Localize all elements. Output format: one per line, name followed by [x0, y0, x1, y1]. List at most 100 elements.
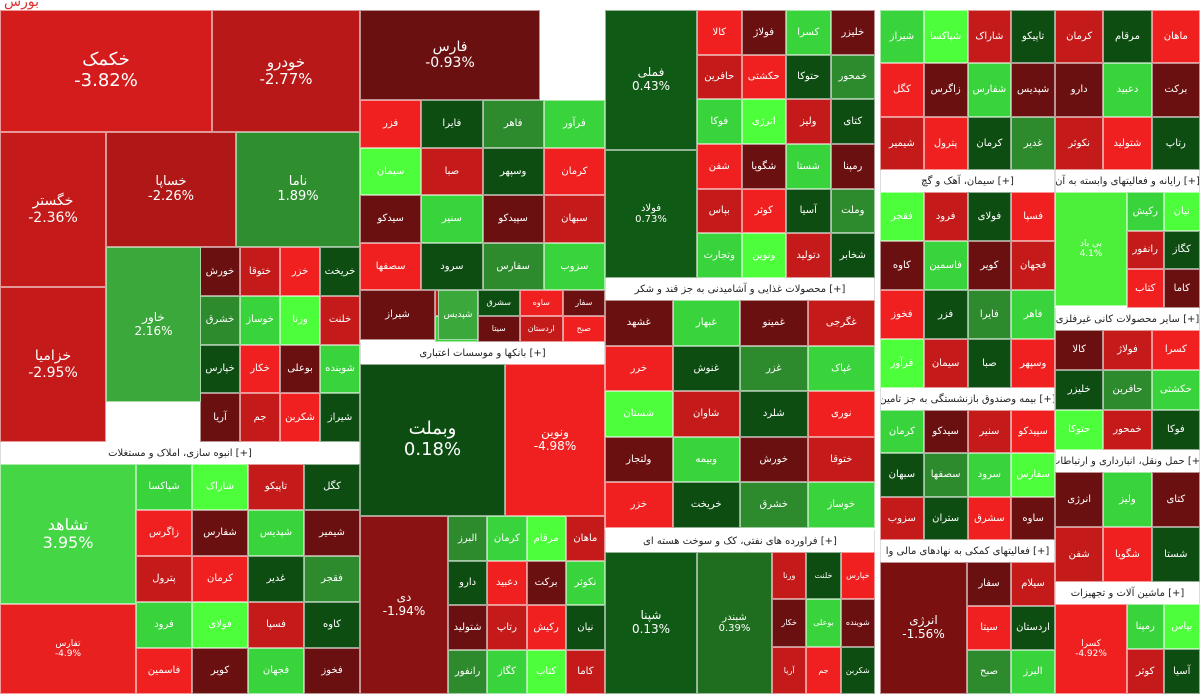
stock-tile[interactable]: شپدیس: [248, 510, 304, 556]
stock-tile[interactable]: فایرا: [421, 100, 483, 148]
stock-tile[interactable]: شکربن: [280, 393, 320, 442]
stock-tile-major[interactable]: خاور 2.16%: [106, 247, 201, 402]
stock-tile[interactable]: مرقام: [1103, 10, 1152, 64]
stock-tile[interactable]: شوینده: [320, 344, 360, 394]
stock-tile[interactable]: فاهر: [482, 100, 544, 148]
stock-tile[interactable]: سیتا: [477, 316, 520, 342]
stock-tile[interactable]: سنیر: [421, 195, 483, 243]
stock-tile[interactable]: کگاز: [487, 649, 527, 694]
stock-tile[interactable]: ورنا: [280, 295, 320, 345]
stock-tile[interactable]: شگویا: [741, 144, 786, 189]
stock-tile[interactable]: فجهان: [1011, 241, 1055, 290]
sector-label[interactable]: رایانه و فعالیتهای وابسته به آن [+]: [1055, 170, 1200, 192]
stock-tile[interactable]: صبح: [562, 316, 605, 342]
stock-tile[interactable]: ونوین: [741, 233, 786, 278]
stock-tile[interactable]: صبا: [421, 147, 483, 195]
stock-tile[interactable]: سنیر: [967, 410, 1012, 454]
stock-tile[interactable]: خپارس: [200, 344, 240, 394]
stock-tile-major[interactable]: بی باد 4.1%: [1055, 192, 1127, 306]
stock-tile[interactable]: سیمان: [923, 339, 968, 388]
stock-tile[interactable]: سفارس: [1011, 453, 1055, 497]
stock-tile[interactable]: فولاژ: [1103, 330, 1152, 370]
stock-tile[interactable]: صبح: [967, 650, 1011, 694]
stock-tile[interactable]: فجهان: [248, 648, 304, 694]
sector-label[interactable]: سیمان، آهک و گچ [+]: [880, 170, 1055, 192]
stock-tile[interactable]: ماهان: [565, 516, 605, 561]
stock-tile[interactable]: نکوثر: [565, 560, 605, 605]
stock-tile[interactable]: رمپنا: [1127, 604, 1164, 649]
stock-tile[interactable]: حافرین: [1103, 370, 1152, 410]
stock-tile[interactable]: انرژی: [741, 99, 786, 144]
stock-tile[interactable]: رانفور: [1127, 230, 1164, 270]
stock-tile[interactable]: بوعلی: [280, 344, 320, 394]
stock-tile[interactable]: شفارس: [192, 510, 248, 556]
stock-tile-major[interactable]: خگستر -2.36%: [0, 132, 106, 287]
stock-tile[interactable]: کرمان: [880, 410, 924, 454]
stock-tile[interactable]: ماهان: [1151, 10, 1200, 64]
stock-tile[interactable]: خشرق: [740, 482, 808, 528]
stock-tile-major[interactable]: خزامیا -2.95%: [0, 287, 106, 442]
stock-tile[interactable]: فوکا: [697, 99, 742, 144]
stock-tile[interactable]: سصفها: [923, 453, 968, 497]
sector-label[interactable]: سایر محصولات کانی غیرفلزی [+]: [1055, 308, 1200, 330]
stock-tile[interactable]: آسیا: [1163, 649, 1200, 694]
stock-tile[interactable]: خوساز: [240, 295, 280, 345]
stock-tile[interactable]: شیمیر: [880, 116, 924, 170]
stock-tile[interactable]: کرمان: [192, 556, 248, 602]
stock-tile[interactable]: فسپا: [248, 602, 304, 648]
stock-tile[interactable]: دعبید: [487, 560, 527, 605]
stock-tile[interactable]: خلیزر: [1055, 370, 1104, 410]
stock-tile[interactable]: سرود: [967, 453, 1012, 497]
stock-tile[interactable]: اردستان: [520, 316, 563, 342]
stock-tile[interactable]: کسرا: [1151, 330, 1200, 370]
stock-tile[interactable]: ساوه: [1011, 496, 1055, 540]
stock-tile[interactable]: دعبید: [1103, 63, 1152, 117]
stock-tile[interactable]: خزر: [280, 247, 320, 296]
stock-tile[interactable]: فولاژ: [741, 10, 786, 55]
stock-tile[interactable]: شکربن: [840, 646, 875, 694]
stock-tile[interactable]: ولتجار: [605, 436, 673, 483]
stock-tile[interactable]: خکار: [772, 599, 807, 647]
stock-tile[interactable]: خمحور: [1103, 410, 1152, 450]
stock-tile[interactable]: غمینو: [740, 300, 808, 346]
stock-tile[interactable]: سیتا: [967, 606, 1011, 650]
stock-tile-major[interactable]: شیراز: [360, 290, 435, 340]
stock-tile[interactable]: فقجر: [880, 192, 924, 241]
stock-tile[interactable]: غگرجی: [807, 300, 875, 346]
stock-tile[interactable]: فرآور: [880, 339, 924, 388]
stock-tile[interactable]: سیدکو: [360, 195, 422, 243]
stock-tile[interactable]: فولای: [967, 192, 1012, 241]
stock-tile[interactable]: غشهد: [605, 300, 673, 346]
stock-tile[interactable]: شوینده: [840, 599, 875, 647]
stock-tile[interactable]: تاپیکو: [248, 464, 304, 510]
stock-tile[interactable]: حتوکا: [1055, 410, 1104, 450]
stock-tile[interactable]: کوثر: [741, 188, 786, 234]
stock-tile[interactable]: کویر: [967, 241, 1012, 290]
stock-tile[interactable]: رتاپ: [1151, 116, 1200, 170]
stock-tile[interactable]: خریخت: [672, 482, 740, 528]
stock-tile[interactable]: ستران: [923, 496, 968, 540]
stock-tile[interactable]: بپاس: [1163, 604, 1200, 649]
stock-tile[interactable]: جم: [806, 646, 841, 694]
stock-tile[interactable]: خمحور: [830, 54, 875, 100]
stock-tile-major[interactable]: تفارس -4.9%: [0, 604, 136, 694]
stock-tile[interactable]: آسیا: [786, 188, 831, 234]
stock-tile[interactable]: کاوه: [880, 241, 924, 290]
stock-tile[interactable]: اردستان: [1011, 606, 1055, 650]
stock-tile[interactable]: غدیر: [1011, 116, 1055, 170]
stock-tile[interactable]: کرمان: [1055, 10, 1104, 64]
sector-label[interactable]: بانکها و موسسات اعتباری [+]: [360, 342, 605, 364]
stock-tile[interactable]: سفارس: [482, 242, 544, 290]
stock-tile[interactable]: خریخت: [320, 247, 360, 296]
stock-tile[interactable]: شفن: [1055, 527, 1104, 582]
stock-tile[interactable]: فخوز: [880, 290, 924, 339]
stock-tile[interactable]: شیراز: [320, 393, 360, 442]
stock-tile[interactable]: کتاب: [1127, 269, 1164, 308]
stock-tile[interactable]: حافرین: [697, 54, 742, 100]
stock-tile[interactable]: فاهر: [1011, 290, 1055, 339]
stock-tile[interactable]: فقجر: [304, 556, 360, 602]
stock-tile[interactable]: خپارس: [840, 552, 875, 600]
stock-tile[interactable]: حکشتی: [741, 54, 786, 100]
stock-tile[interactable]: جم: [240, 393, 280, 442]
stock-tile[interactable]: البرز: [448, 516, 488, 561]
